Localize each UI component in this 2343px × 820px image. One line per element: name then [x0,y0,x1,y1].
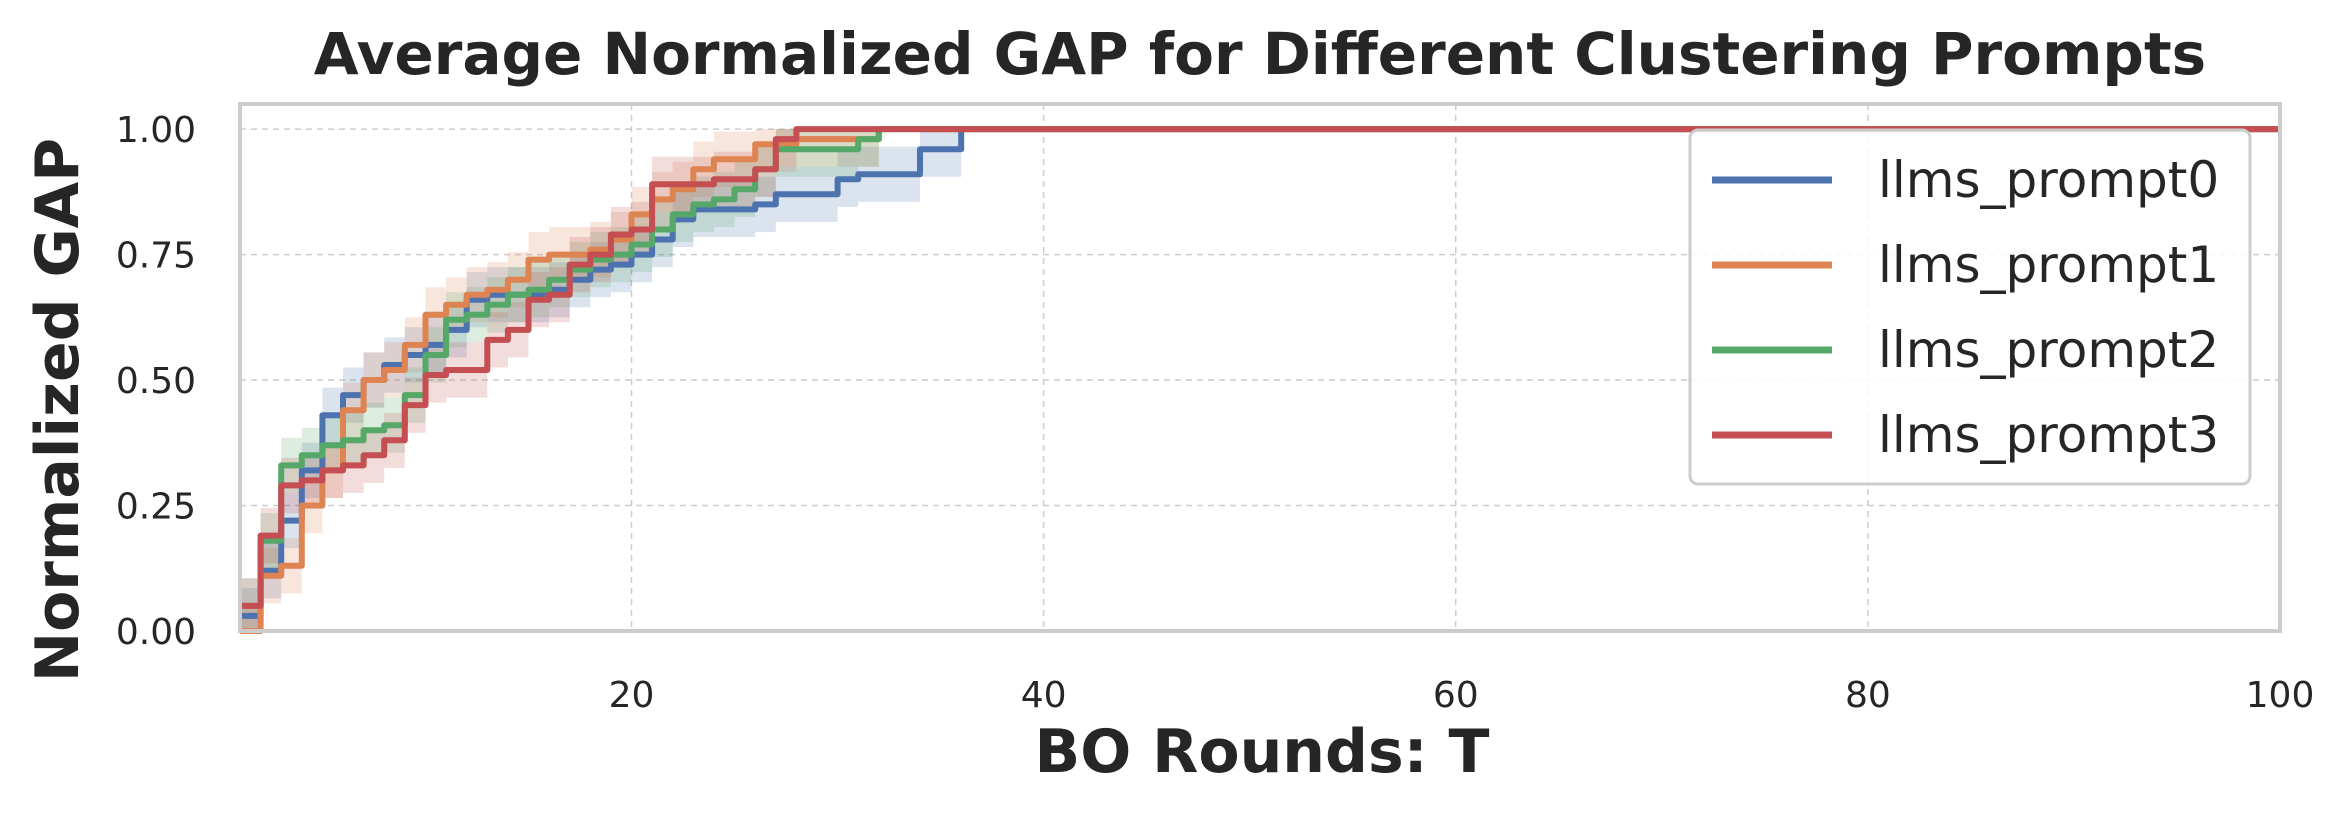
x-axis-label: BO Rounds: T [1035,717,1490,787]
legend: llms_prompt0 llms_prompt1 llms_prompt2llms… [1688,128,2252,486]
x-tick-label: 40 [1021,675,1067,716]
x-tick-label: 60 [1433,675,1479,716]
y-tick-label: 0.25 [116,487,196,528]
series-line-llms_prompt3 [240,126,2280,609]
series-lines [240,126,2280,634]
legend-label: llms_prompt0 [1878,151,2219,209]
y-tick-label: 0.00 [116,612,196,653]
legend-label: llms_prompt2 [1878,321,2219,379]
y-tick-label: 1.00 [116,110,196,151]
legend-label: llms_prompt3 [1878,406,2219,464]
x-tick-label: 100 [2246,675,2315,716]
chart-title: Average Normalized GAP for Different Clu… [314,20,2206,88]
ticks: 20 40 60 80 100 0.00 0.25 0.50 0.75 1.00 [116,110,2315,716]
y-tick-label: 0.75 [116,236,196,277]
series-line-llms_prompt0 [240,126,2280,619]
x-tick-label: 80 [1845,675,1891,716]
y-axis-label: Normalized GAP [23,138,93,682]
legend-box [1688,128,2252,486]
y-tick-label: 0.50 [116,361,196,402]
legend-label: llms_prompt1 [1878,236,2219,294]
plot-frame [238,102,2282,633]
x-tick-label: 20 [609,675,655,716]
